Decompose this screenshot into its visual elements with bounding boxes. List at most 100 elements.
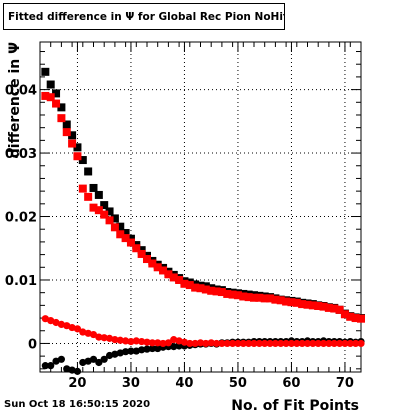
- data-point-circle: [271, 339, 279, 348]
- x-tick-label: 40: [175, 376, 193, 391]
- data-point-square: [132, 244, 141, 253]
- data-point-circle: [303, 339, 312, 348]
- data-point-circle: [95, 358, 103, 367]
- data-point-circle: [191, 339, 199, 348]
- data-point-square: [169, 273, 178, 282]
- data-point-square: [41, 67, 50, 76]
- data-point-square: [94, 206, 103, 215]
- data-point-square: [298, 300, 307, 309]
- data-point-circle: [138, 346, 146, 354]
- data-point-circle: [309, 339, 317, 348]
- data-point-circle: [277, 339, 285, 348]
- series-4: [41, 315, 365, 348]
- data-point-circle: [266, 339, 274, 348]
- data-point-square: [255, 293, 264, 302]
- data-point-square: [41, 91, 50, 100]
- data-point-square: [260, 294, 269, 303]
- data-point-circle: [111, 336, 119, 344]
- data-point-square: [244, 293, 253, 302]
- data-point-square: [330, 304, 339, 313]
- data-point-square: [100, 210, 109, 219]
- data-point-square: [68, 139, 77, 148]
- data-point-circle: [223, 339, 231, 348]
- data-point-circle: [250, 339, 258, 348]
- data-point-circle: [186, 339, 194, 348]
- data-point-square: [233, 291, 242, 300]
- data-point-circle: [41, 362, 49, 370]
- data-point-square: [271, 295, 280, 304]
- data-point-square: [180, 279, 189, 288]
- data-point-circle: [325, 339, 333, 348]
- x-tick-label: 60: [282, 376, 300, 391]
- data-point-square: [282, 297, 291, 306]
- data-point-square: [121, 229, 130, 238]
- y-tick-label: 0.02: [5, 211, 37, 226]
- data-point-square: [73, 152, 82, 161]
- data-point-square: [105, 207, 114, 216]
- data-point-square: [223, 289, 232, 298]
- data-point-square: [175, 275, 184, 284]
- data-point-circle: [159, 339, 167, 348]
- data-point-square: [57, 103, 66, 112]
- y-tick-label: 0.04: [5, 84, 37, 99]
- chart-title: Fitted difference in Ψ for Global Rec Pi…: [3, 3, 285, 30]
- data-point-circle: [218, 339, 226, 348]
- grid-lines: [40, 42, 361, 372]
- chart-title-text: Fitted difference in Ψ for Global Rec Pi…: [8, 10, 285, 23]
- data-point-square: [52, 89, 61, 98]
- data-point-square: [89, 183, 98, 192]
- data-point-square: [185, 281, 194, 290]
- data-point-square: [153, 263, 162, 272]
- data-point-circle: [319, 339, 328, 348]
- data-point-square: [89, 203, 98, 212]
- data-point-square: [143, 255, 151, 264]
- data-point-circle: [122, 337, 130, 345]
- plot-frame: [39, 41, 362, 373]
- data-point-square: [346, 312, 355, 321]
- data-point-circle: [175, 342, 183, 350]
- data-point-square: [303, 300, 312, 309]
- series-2: [41, 91, 365, 323]
- data-point-circle: [143, 338, 151, 346]
- data-point-square: [46, 80, 55, 89]
- data-point-square: [228, 290, 237, 299]
- x-tick-label: 50: [229, 376, 247, 391]
- data-point-square: [207, 286, 216, 295]
- data-point-circle: [330, 339, 338, 348]
- data-point-square: [276, 296, 285, 305]
- data-point-circle: [148, 344, 156, 353]
- data-point-square: [357, 314, 365, 323]
- data-point-square: [308, 301, 317, 310]
- data-point-circle: [287, 339, 296, 348]
- data-point-square: [52, 99, 61, 108]
- data-point-circle: [202, 339, 210, 348]
- data-point-square: [105, 216, 114, 225]
- data-point-square: [148, 259, 157, 268]
- data-point-circle: [164, 339, 172, 347]
- data-point-square: [57, 114, 66, 123]
- data-point-square: [287, 298, 296, 307]
- data-point-circle: [57, 355, 65, 363]
- data-point-circle: [346, 339, 354, 348]
- data-point-circle: [229, 339, 237, 348]
- x-tick-label: 30: [122, 376, 140, 391]
- data-point-square: [212, 287, 221, 296]
- y-tick-label: 0: [28, 337, 37, 352]
- data-point-circle: [239, 339, 247, 348]
- data-point-square: [110, 214, 119, 223]
- data-point-circle: [122, 348, 130, 356]
- data-point-square: [266, 294, 275, 303]
- data-point-square: [94, 190, 103, 199]
- data-series: [41, 67, 365, 375]
- data-point-square: [217, 288, 226, 297]
- data-point-square: [126, 238, 135, 247]
- data-point-circle: [357, 339, 365, 348]
- data-point-square: [62, 120, 71, 129]
- data-point-circle: [138, 337, 146, 346]
- data-point-circle: [234, 339, 242, 348]
- data-point-square: [351, 314, 360, 323]
- data-point-square: [196, 284, 205, 293]
- data-point-circle: [255, 339, 263, 348]
- data-point-square: [159, 266, 168, 275]
